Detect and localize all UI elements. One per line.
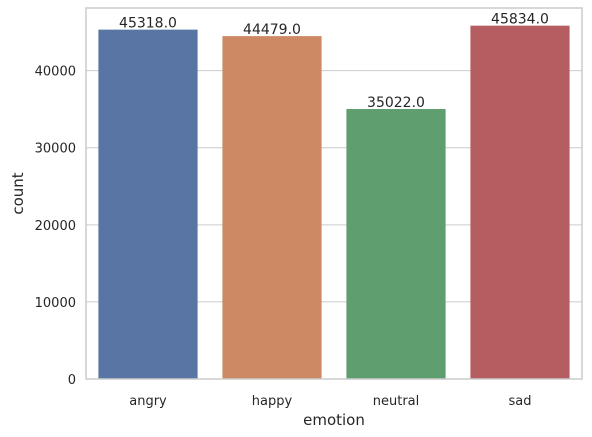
- x-tick-label: neutral: [373, 394, 420, 409]
- x-axis-label: emotion: [303, 411, 365, 429]
- y-tick-label: 40000: [35, 65, 76, 80]
- y-tick-label: 30000: [35, 142, 76, 157]
- bar-value-label: 35022.0: [367, 95, 425, 111]
- bar-sad: [470, 25, 570, 379]
- bar-value-label: 44479.0: [243, 22, 301, 38]
- x-tick-label: sad: [509, 394, 532, 409]
- y-axis-label: count: [9, 172, 27, 214]
- plot-frame: [85, 7, 583, 380]
- bar-angry: [98, 29, 198, 380]
- x-tick-label: angry: [129, 394, 167, 409]
- y-tick-label: 10000: [35, 296, 76, 311]
- bar-value-label: 45834.0: [491, 12, 549, 28]
- bars: [98, 25, 570, 380]
- bar-neutral: [346, 109, 446, 380]
- bar-happy: [222, 36, 322, 379]
- bar-value-label: 45318.0: [119, 16, 177, 32]
- bar-value-labels: 45318.0 44479.0 35022.0 45834.0: [119, 12, 549, 111]
- y-tick-label: 0: [68, 373, 76, 388]
- plot-border: [85, 7, 583, 380]
- x-tick-labels: angry happy neutral sad: [129, 394, 531, 409]
- y-tick-label: 20000: [35, 219, 76, 234]
- y-tick-labels: 0 10000 20000 30000 40000: [35, 65, 76, 388]
- x-tick-label: happy: [252, 394, 293, 409]
